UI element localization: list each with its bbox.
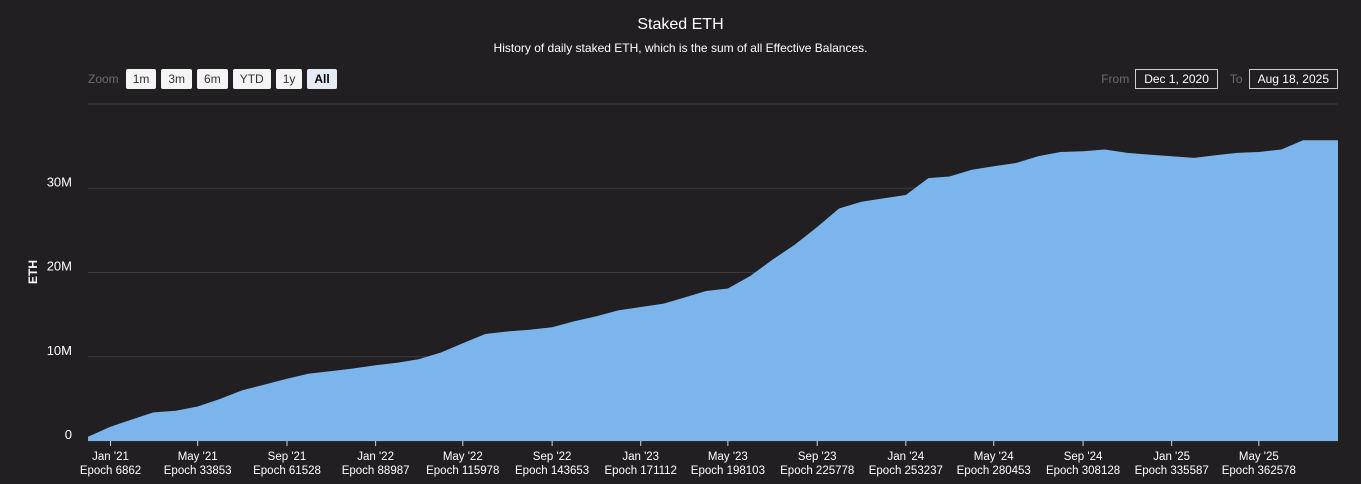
x-axis-ticks: Jan '21 Epoch 6862 May '21 Epoch 33853 Sep '… [80,441,1296,477]
x-tick-label: Sep '22 [533,451,572,463]
x-tick-epoch-label: Epoch 335587 [1135,465,1209,477]
x-tick-epoch-label: Epoch 61528 [253,465,321,477]
chart-title: Staked ETH [637,16,724,33]
x-tick-label: May '22 [443,451,483,463]
y-axis-label: ETH [26,260,40,284]
x-tick-epoch-label: Epoch 115978 [426,465,499,477]
x-tick-epoch-label: Epoch 171112 [604,465,676,477]
y-tick-label: 0 [65,427,72,442]
zoom-3m-button[interactable]: 3m [161,69,193,89]
x-tick-label: May '23 [708,451,748,463]
x-tick-label: Sep '24 [1064,451,1103,463]
x-tick-epoch-label: Epoch 362578 [1222,465,1296,477]
x-tick-epoch-label: Epoch 33853 [164,465,232,477]
x-tick-label: May '21 [178,451,218,463]
y-tick-label: 30M [47,174,72,189]
y-tick-label: 10M [47,343,72,358]
x-tick-epoch-label: Epoch 143653 [515,465,589,477]
x-tick-epoch-label: Epoch 225778 [780,465,854,477]
x-tick-epoch-label: Epoch 308128 [1046,465,1120,477]
to-label: To [1229,72,1243,86]
y-tick-label: 20M [47,259,72,274]
zoom-1m-button[interactable]: 1m [125,69,157,89]
x-tick-epoch-label: Epoch 253237 [869,465,943,477]
staked-eth-area[interactable] [88,140,1338,441]
zoom-all-button[interactable]: All [307,69,337,89]
x-tick-label: Jan '23 [622,451,659,463]
x-tick-label: Sep '23 [798,451,837,463]
x-tick-epoch-label: Epoch 88987 [342,465,410,477]
x-tick-label: Jan '24 [887,451,924,463]
x-tick-epoch-label: Epoch 280453 [957,465,1031,477]
zoom-1y-button[interactable]: 1y [275,69,303,89]
to-date-input[interactable]: Aug 18, 2025 [1248,69,1338,89]
x-tick-label: May '24 [974,451,1015,463]
from-label: From [1101,72,1130,86]
x-tick-label: Sep '21 [268,451,307,463]
date-range-selector: From Dec 1, 2020 To Aug 18, 2025 [1101,69,1338,89]
y-axis-ticks: 0 10M 20M 30M [47,174,72,442]
chart-subtitle: History of daily staked ETH, which is th… [493,41,868,55]
zoom-controls: Zoom 1m 3m 6m YTD 1y All [88,69,337,89]
x-tick-epoch-label: Epoch 198103 [691,465,765,477]
x-tick-label: Jan '25 [1153,451,1190,463]
zoom-label: Zoom [88,72,119,86]
zoom-6m-button[interactable]: 6m [197,69,228,89]
x-tick-label: Jan '21 [92,451,129,463]
x-tick-epoch-label: Epoch 6862 [80,465,141,477]
zoom-ytd-button[interactable]: YTD [232,69,271,89]
x-tick-label: Jan '22 [357,451,394,463]
x-tick-label: May '25 [1239,451,1279,463]
from-date-input[interactable]: Dec 1, 2020 [1135,69,1218,89]
